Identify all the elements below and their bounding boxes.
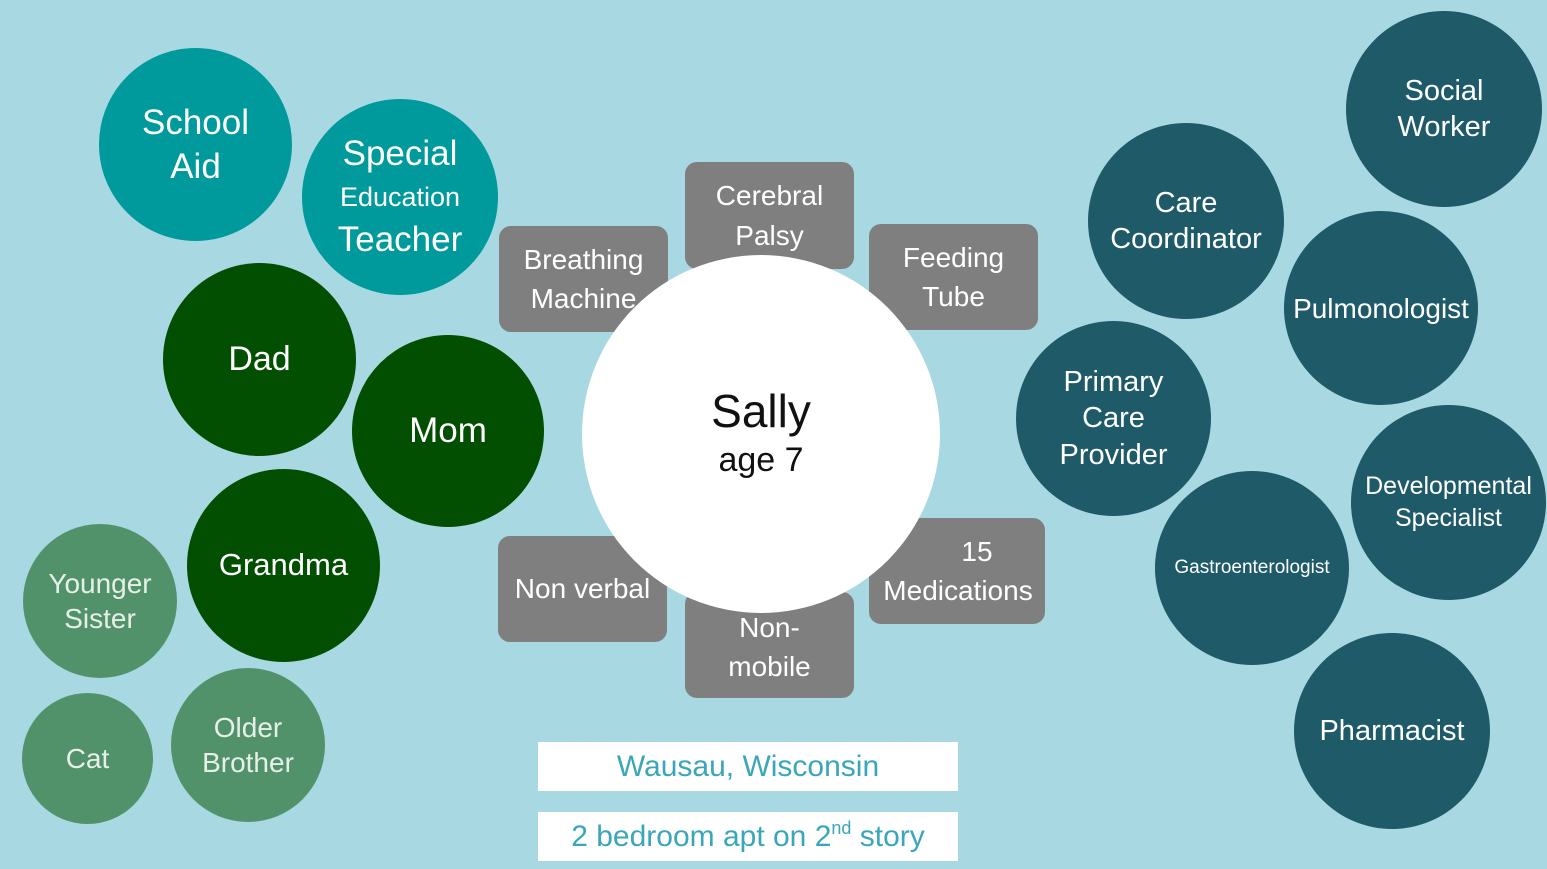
developmental-line1: Developmental — [1365, 472, 1532, 501]
school-aid-circle: School Aid — [99, 48, 292, 241]
older-brother-line1: Older — [213, 712, 283, 743]
housing-label-ordinal: nd — [831, 817, 852, 838]
pulmonologist-circle: Pulmonologist — [1284, 211, 1478, 405]
mom-circle: Mom — [352, 335, 544, 527]
primary-care-line1: Primary — [1063, 366, 1164, 399]
special-ed-line1: Special — [342, 134, 458, 174]
housing-label-box: 2 bedroom apt on 2nd story — [538, 812, 958, 861]
developmental-specialist-circle: Developmental Specialist — [1351, 405, 1546, 600]
feeding-tube-line1: Feeding — [902, 241, 1005, 273]
school-aid-line2: Aid — [170, 146, 221, 186]
city-label: Wausau, Wisconsin — [616, 749, 880, 783]
pulmonologist-label: Pulmonologist — [1293, 292, 1469, 324]
non-mobile-box: Non- mobile — [685, 592, 854, 698]
breathing-machine-line2: Machine — [530, 283, 637, 314]
city-label-box: Wausau, Wisconsin — [538, 742, 958, 791]
school-aid-line1: School — [141, 102, 250, 142]
housing-label: 2 bedroom apt on 2nd story — [571, 817, 925, 854]
cerebral-palsy-line2: Palsy — [735, 219, 804, 251]
cerebral-palsy-line1: Cerebral — [715, 180, 824, 212]
cat-label: Cat — [65, 743, 110, 774]
housing-label-end: story — [851, 819, 925, 853]
non-mobile-line2: mobile — [728, 651, 811, 682]
primary-care-line3: Provider — [1059, 438, 1168, 471]
medications-count: 15 — [961, 535, 993, 567]
mom-label: Mom — [409, 411, 487, 451]
person-age: age 7 — [718, 441, 804, 480]
breathing-machine-line1: Breathing — [523, 243, 644, 275]
cat-circle: Cat — [22, 693, 153, 824]
older-brother-circle: Older Brother — [171, 668, 325, 822]
social-worker-circle: Social Worker — [1346, 11, 1542, 207]
primary-care-line2: Care — [1082, 402, 1145, 435]
dad-circle: Dad — [163, 263, 356, 456]
medications-label: Medications — [883, 575, 1033, 606]
pharmacist-circle: Pharmacist — [1294, 633, 1490, 829]
pharmacist-label: Pharmacist — [1319, 714, 1465, 747]
non-mobile-line1: Non- — [739, 611, 800, 643]
care-coordinator-circle: Care Coordinator — [1088, 123, 1284, 319]
care-coordinator-line1: Care — [1154, 186, 1218, 219]
grandma-label: Grandma — [218, 547, 349, 583]
social-worker-line1: Social — [1404, 74, 1484, 107]
developmental-line2: Specialist — [1395, 503, 1502, 532]
younger-sister-line2: Sister — [64, 603, 136, 634]
sally-center-circle: Sally age 7 — [582, 255, 940, 613]
special-ed-line3: Teacher — [337, 220, 463, 260]
cerebral-palsy-box: Cerebral Palsy — [685, 162, 854, 269]
feeding-tube-line2: Tube — [922, 281, 985, 312]
younger-sister-line1: Younger — [48, 568, 152, 599]
person-name: Sally — [711, 385, 811, 438]
breathing-machine-box: Breathing Machine — [499, 226, 668, 332]
special-ed-line2: Education — [339, 181, 461, 212]
social-worker-line2: Worker — [1397, 111, 1491, 143]
special-education-teacher-circle: Special Education Teacher — [302, 99, 498, 295]
care-coordinator-line2: Coordinator — [1110, 223, 1262, 255]
gastroenterologist-label: Gastroenterologist — [1174, 557, 1330, 579]
non-verbal-label: Non verbal — [514, 573, 651, 605]
housing-label-main: 2 bedroom apt on 2 — [571, 819, 832, 853]
older-brother-line2: Brother — [202, 747, 294, 778]
grandma-circle: Grandma — [187, 469, 380, 662]
gastroenterologist-circle: Gastroenterologist — [1155, 471, 1349, 665]
feeding-tube-box: Feeding Tube — [869, 224, 1038, 330]
primary-care-provider-circle: Primary Care Provider — [1016, 321, 1211, 516]
younger-sister-circle: Younger Sister — [23, 524, 177, 678]
dad-label: Dad — [228, 340, 291, 379]
